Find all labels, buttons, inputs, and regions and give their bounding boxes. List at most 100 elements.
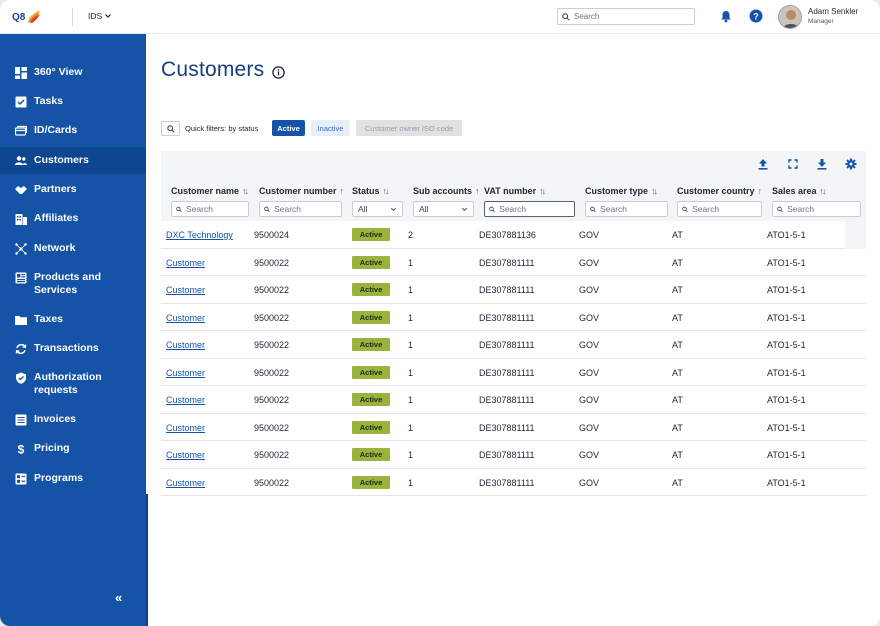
- help-icon[interactable]: ?: [749, 9, 763, 23]
- quick-filter-search-button[interactable]: [161, 121, 180, 136]
- filter-customer-number[interactable]: [259, 201, 342, 217]
- column-header-customer-name[interactable]: Customer name ↑↓: [171, 186, 249, 196]
- cell-customer-name[interactable]: Customer: [166, 312, 206, 323]
- filter-sub-accounts-select[interactable]: All: [413, 201, 474, 217]
- org-selector[interactable]: IDS: [88, 11, 112, 21]
- sort-up-icon[interactable]: ↑: [475, 186, 479, 196]
- sort-up-icon[interactable]: ↑: [339, 186, 344, 196]
- filter-chip-inactive[interactable]: Inactive: [311, 120, 350, 136]
- filter-sales-area[interactable]: [772, 201, 861, 217]
- cell-customer-name[interactable]: DXC Technology: [166, 230, 233, 240]
- status-badge: Active: [352, 393, 390, 406]
- user-name: Adam Senkler: [808, 7, 859, 16]
- filter-customer-type[interactable]: [585, 201, 668, 217]
- download-icon[interactable]: [816, 158, 828, 170]
- column-header-sub-accounts[interactable]: Sub accounts ↑: [413, 186, 479, 196]
- sidebar-item-customers[interactable]: Customers: [0, 147, 146, 174]
- search-icon: [176, 206, 182, 212]
- column-header-customer-country[interactable]: Customer country ↑: [677, 186, 762, 196]
- sidebar-item-affiliates[interactable]: Affiliates: [0, 212, 146, 225]
- cell-customer-name[interactable]: Customer: [166, 340, 206, 350]
- fullscreen-icon[interactable]: [787, 158, 799, 170]
- table-row[interactable]: Customer 9500022 Active 1 DE307881111 GOV AT AT…: [161, 358, 866, 386]
- sort-icon[interactable]: ↑↓: [242, 186, 249, 196]
- global-search[interactable]: [557, 8, 695, 25]
- filter-customer-name-input[interactable]: [186, 204, 248, 214]
- table-row[interactable]: Customer 9500022 Active 1 DE307881111 GOV AT AT…: [161, 303, 866, 331]
- cell-vat-number: DE307881111: [479, 257, 535, 268]
- filter-customer-name[interactable]: [171, 201, 249, 217]
- sidebar-item-invoices[interactable]: Invoices: [0, 413, 146, 426]
- status-badge: Active: [352, 365, 390, 379]
- upload-icon[interactable]: [757, 158, 769, 170]
- settings-gear-icon[interactable]: [845, 158, 857, 170]
- sort-icon[interactable]: ↑↓: [539, 186, 546, 196]
- sort-icon[interactable]: ↑↓: [819, 186, 827, 196]
- collapse-sidebar-button[interactable]: «: [115, 590, 123, 605]
- sort-icon[interactable]: ↑↓: [382, 186, 390, 196]
- cell-sales-area: ATO1-5-1: [767, 340, 806, 350]
- table-row[interactable]: Customer 9500022 Active 1 DE307881111 GOV AT AT…: [161, 331, 866, 359]
- table-row[interactable]: Customer 9500022 Active 1 DE307881111 GOV AT AT…: [161, 413, 866, 441]
- cell-customer-name[interactable]: Customer: [166, 257, 206, 268]
- sidebar-item-tasks[interactable]: Tasks: [0, 95, 146, 108]
- filter-customer-number-input[interactable]: [274, 204, 341, 214]
- cell-customer-name[interactable]: Customer: [166, 367, 206, 378]
- info-icon[interactable]: [272, 66, 285, 79]
- sidebar-item-authorization-requests[interactable]: Authorization requests: [0, 371, 146, 397]
- column-header-status[interactable]: Status ↑↓: [352, 186, 390, 196]
- logo[interactable]: Q8: [12, 9, 41, 25]
- cell-customer-number: 9500022: [254, 395, 290, 405]
- table-row[interactable]: Customer 9500022 Active 1 DE307881111 GOV AT AT…: [161, 468, 866, 496]
- column-header-label: Customer name: [171, 186, 240, 196]
- cell-customer-name[interactable]: Customer: [166, 450, 206, 460]
- filter-customer-type-input[interactable]: [600, 204, 667, 214]
- filter-customer-country[interactable]: [677, 201, 762, 217]
- cell-customer-name[interactable]: Customer: [166, 477, 206, 488]
- sidebar-item-programs[interactable]: Programs: [0, 472, 146, 485]
- cell-vat-number: DE307881111: [479, 422, 535, 433]
- bell-icon[interactable]: [720, 10, 732, 23]
- sort-icon[interactable]: ↑↓: [651, 186, 658, 196]
- cell-customer-country: AT: [672, 395, 683, 405]
- filter-customer-country-input[interactable]: [692, 204, 761, 214]
- sidebar-item-label: Taxes: [34, 313, 63, 325]
- sidebar-item-id-cards[interactable]: ID/Cards: [0, 124, 146, 137]
- cell-sales-area: ATO1-5-1: [767, 395, 806, 405]
- filter-vat-number[interactable]: [484, 201, 575, 217]
- cell-vat-number: DE307881111: [479, 477, 535, 488]
- global-search-input[interactable]: [574, 12, 684, 21]
- cell-sales-area: ATO1-5-1: [767, 367, 806, 378]
- table-row[interactable]: Customer 9500022 Active 1 DE307881111 GOV AT AT…: [161, 441, 866, 469]
- filter-sales-area-input[interactable]: [787, 204, 860, 214]
- filter-chip-active[interactable]: Active: [272, 120, 305, 136]
- filter-chip-owner-iso-code[interactable]: Customer owner ISO code: [356, 120, 462, 136]
- sidebar-item-taxes[interactable]: Taxes: [0, 313, 146, 326]
- filter-vat-number-input[interactable]: [499, 204, 574, 214]
- cell-customer-type: GOV: [579, 367, 600, 378]
- avatar[interactable]: [778, 5, 802, 29]
- table-row[interactable]: Customer 9500022 Active 1 DE307881111 GOV AT AT…: [161, 386, 866, 414]
- sort-up-icon[interactable]: ↑: [757, 186, 762, 196]
- table-row[interactable]: DXC Technology 9500024 Active 2 DE307881136 G…: [161, 221, 845, 249]
- column-header-customer-type[interactable]: Customer type ↑↓: [585, 186, 658, 196]
- column-header-vat-number[interactable]: VAT number ↑↓: [484, 186, 546, 196]
- table-row[interactable]: Customer 9500022 Active 1 DE307881111 GOV AT AT…: [161, 276, 866, 304]
- cell-customer-name[interactable]: Customer: [166, 395, 206, 405]
- table-row[interactable]: Customer 9500022 Active 1 DE307881111 GOV AT AT…: [161, 248, 866, 276]
- sidebar-item-360-view[interactable]: 360° View: [0, 66, 146, 79]
- sidebar-item-network[interactable]: Network: [0, 242, 146, 255]
- cell-customer-name[interactable]: Customer: [166, 285, 206, 295]
- sidebar-item-products-and-services[interactable]: Products and Services: [0, 271, 146, 297]
- sidebar-item-partners[interactable]: Partners: [0, 183, 146, 196]
- programs-icon: [15, 473, 27, 485]
- sidebar-item-pricing[interactable]: $ Pricing: [0, 442, 146, 455]
- sidebar-item-transactions[interactable]: Transactions: [0, 342, 146, 355]
- user-role: Manager: [808, 18, 834, 25]
- cell-sub-accounts: 1: [408, 422, 414, 433]
- filter-status-select[interactable]: All: [352, 201, 403, 217]
- sync-icon: [15, 343, 27, 355]
- column-header-customer-number[interactable]: Customer number ↑: [259, 186, 344, 196]
- cell-customer-name[interactable]: Customer: [166, 422, 206, 433]
- column-header-sales-area[interactable]: Sales area ↑↓: [772, 186, 827, 196]
